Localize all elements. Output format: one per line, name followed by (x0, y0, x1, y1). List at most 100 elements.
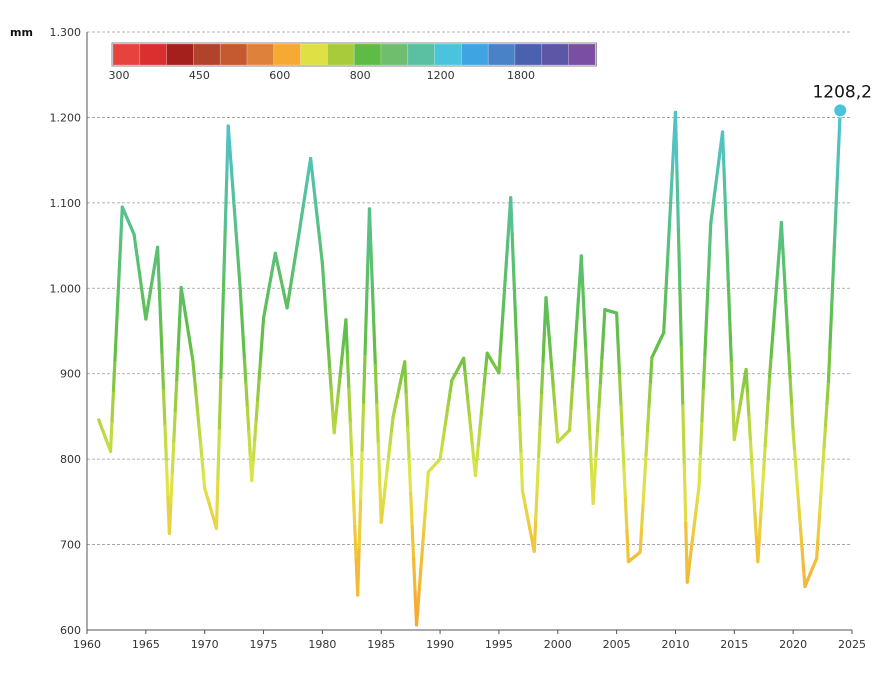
y-tick-label: 1.300 (50, 26, 82, 39)
series-segment (111, 358, 117, 392)
last-data-point[interactable] (833, 103, 848, 118)
series-segment (569, 384, 575, 410)
series-segment (228, 144, 233, 168)
series-segment (309, 156, 314, 174)
series-segment (176, 316, 182, 351)
series-segment (253, 418, 258, 442)
series-segment (482, 366, 488, 386)
series-segment (379, 507, 385, 524)
series-segment (820, 446, 826, 472)
y-tick-label: 700 (60, 539, 81, 552)
series-segment (464, 385, 470, 404)
series-segment (244, 381, 249, 410)
x-tick-label: 1975 (250, 638, 278, 651)
series-segment (260, 316, 266, 341)
series-segment (245, 405, 251, 434)
series-segment (673, 110, 679, 173)
series-segment (323, 304, 329, 329)
series-segment (623, 497, 629, 533)
series-segment (773, 278, 779, 301)
series-segment (498, 327, 504, 353)
series-segment (539, 359, 545, 395)
legend-label: 1800 (507, 69, 535, 82)
series-segment (600, 332, 605, 360)
series-segment (476, 427, 482, 447)
series-segment (353, 524, 358, 563)
series-segment (336, 374, 342, 392)
legend-swatch (461, 43, 489, 66)
series-segment (779, 220, 785, 251)
series-segment (369, 246, 375, 289)
series-segment (641, 477, 647, 506)
series-segment (236, 264, 242, 288)
legend-swatch (568, 43, 596, 66)
series-segment (514, 342, 520, 383)
series-segment (726, 284, 732, 326)
series-segment (164, 460, 170, 500)
series-segment (688, 544, 694, 560)
series-segment (442, 418, 448, 432)
legend-label: 600 (269, 69, 290, 82)
series-segment (297, 223, 302, 237)
legend-swatch (246, 43, 275, 66)
x-tick-label: 1960 (73, 638, 101, 651)
series-segment (313, 196, 319, 213)
series-segment (317, 235, 323, 252)
legend-swatch (353, 43, 382, 66)
series-segment (745, 391, 751, 420)
series-segment (570, 363, 576, 389)
color-scale-legend: 300 450 600 800 1200 1800 (109, 42, 597, 82)
legend-swatch (273, 43, 301, 66)
series-segment (200, 454, 205, 474)
series-segment (534, 486, 539, 522)
legend-label: 300 (109, 69, 130, 82)
series-segment (141, 296, 146, 311)
series-segment (750, 463, 756, 492)
series-segment (828, 312, 834, 350)
legend-swatch (300, 43, 328, 66)
series-segment (706, 254, 711, 291)
series-segment (748, 439, 754, 468)
series-segment (669, 165, 675, 197)
series-segment (709, 210, 714, 225)
series-segment (676, 228, 682, 291)
series-segment (304, 175, 310, 189)
series-segment (462, 356, 467, 375)
series-segment (510, 232, 516, 273)
legend-swatch (487, 43, 516, 66)
legend-swatch (219, 43, 248, 66)
series-segment (241, 332, 247, 361)
series-segment (479, 397, 485, 416)
x-tick-label: 2010 (661, 638, 689, 651)
series-segment (219, 325, 224, 380)
series-segment (790, 404, 795, 434)
series-segment (117, 236, 123, 270)
series-segment (728, 322, 733, 365)
series-segment (316, 222, 322, 239)
series-segment (119, 205, 124, 240)
series-segment (416, 585, 422, 608)
series-segment (222, 224, 227, 279)
series-segment (339, 346, 345, 364)
series-segment (723, 207, 729, 249)
series-segment (597, 380, 603, 409)
series-segment (350, 455, 355, 494)
series-segment (822, 424, 828, 450)
legend-swatch (514, 43, 543, 66)
series-segment (679, 345, 685, 408)
series-segment (201, 470, 207, 490)
series-segment (300, 204, 305, 218)
series-segment (497, 349, 502, 375)
series-segment (173, 378, 179, 413)
series-segment (170, 439, 176, 474)
series-segment (195, 407, 201, 427)
series-segment (403, 360, 408, 397)
series-segment (697, 451, 703, 489)
series-segment (175, 347, 180, 382)
series-segment (516, 379, 522, 420)
series-segment (716, 153, 722, 168)
series-segment (417, 565, 423, 589)
series-segment (466, 400, 472, 419)
series-segment (698, 419, 704, 456)
series-segment (592, 453, 598, 481)
